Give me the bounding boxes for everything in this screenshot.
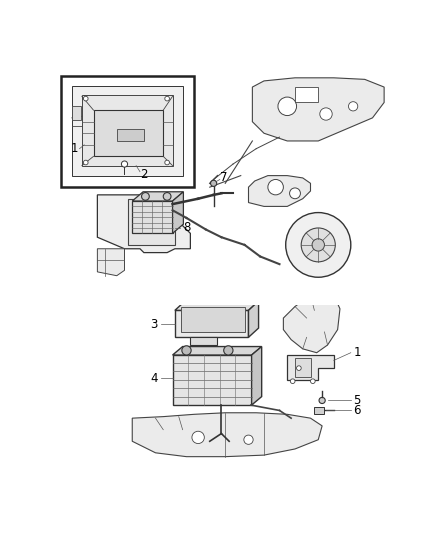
- Polygon shape: [181, 308, 245, 332]
- Text: 7: 7: [220, 172, 227, 184]
- Circle shape: [83, 160, 88, 165]
- Polygon shape: [283, 291, 340, 353]
- Circle shape: [319, 398, 325, 403]
- Text: 1: 1: [353, 346, 361, 359]
- Polygon shape: [251, 346, 261, 405]
- Bar: [72, 106, 81, 120]
- Bar: [55, 64, 394, 175]
- Polygon shape: [128, 199, 175, 245]
- Bar: [295, 358, 311, 377]
- Bar: [61, 76, 194, 187]
- Polygon shape: [248, 175, 311, 206]
- Polygon shape: [117, 130, 144, 141]
- Circle shape: [165, 160, 170, 165]
- Circle shape: [165, 96, 170, 101]
- Circle shape: [297, 366, 301, 370]
- Polygon shape: [97, 249, 124, 276]
- Bar: [55, 278, 394, 305]
- Polygon shape: [93, 110, 163, 156]
- Circle shape: [244, 435, 253, 445]
- Circle shape: [192, 431, 204, 443]
- Text: 4: 4: [150, 372, 158, 385]
- Circle shape: [211, 180, 217, 187]
- Polygon shape: [287, 355, 334, 379]
- Circle shape: [286, 213, 351, 277]
- Polygon shape: [132, 413, 322, 457]
- Circle shape: [121, 161, 127, 167]
- Circle shape: [311, 379, 315, 384]
- Polygon shape: [175, 310, 248, 337]
- Circle shape: [141, 192, 149, 200]
- Polygon shape: [191, 337, 218, 345]
- Circle shape: [290, 379, 295, 384]
- Circle shape: [224, 346, 233, 355]
- Text: 1: 1: [71, 142, 78, 155]
- Circle shape: [320, 108, 332, 120]
- Polygon shape: [173, 346, 261, 355]
- Polygon shape: [248, 301, 258, 337]
- Polygon shape: [72, 85, 183, 175]
- Polygon shape: [132, 201, 173, 233]
- Circle shape: [268, 180, 283, 195]
- Circle shape: [290, 188, 300, 199]
- Text: 5: 5: [353, 394, 360, 407]
- Polygon shape: [173, 355, 251, 405]
- Circle shape: [278, 97, 297, 116]
- Polygon shape: [252, 78, 384, 141]
- Text: 8: 8: [183, 222, 190, 235]
- Polygon shape: [175, 301, 258, 310]
- Bar: [295, 87, 318, 102]
- Polygon shape: [82, 95, 173, 166]
- Circle shape: [312, 239, 325, 251]
- Circle shape: [349, 102, 358, 111]
- Text: 2: 2: [140, 167, 148, 181]
- Text: 6: 6: [353, 404, 361, 417]
- Polygon shape: [132, 192, 184, 201]
- Bar: [314, 407, 324, 414]
- Text: 3: 3: [150, 318, 158, 330]
- Circle shape: [163, 192, 171, 200]
- Circle shape: [182, 346, 191, 355]
- Polygon shape: [97, 195, 191, 253]
- Circle shape: [83, 96, 88, 101]
- Circle shape: [301, 228, 336, 262]
- Polygon shape: [173, 192, 184, 233]
